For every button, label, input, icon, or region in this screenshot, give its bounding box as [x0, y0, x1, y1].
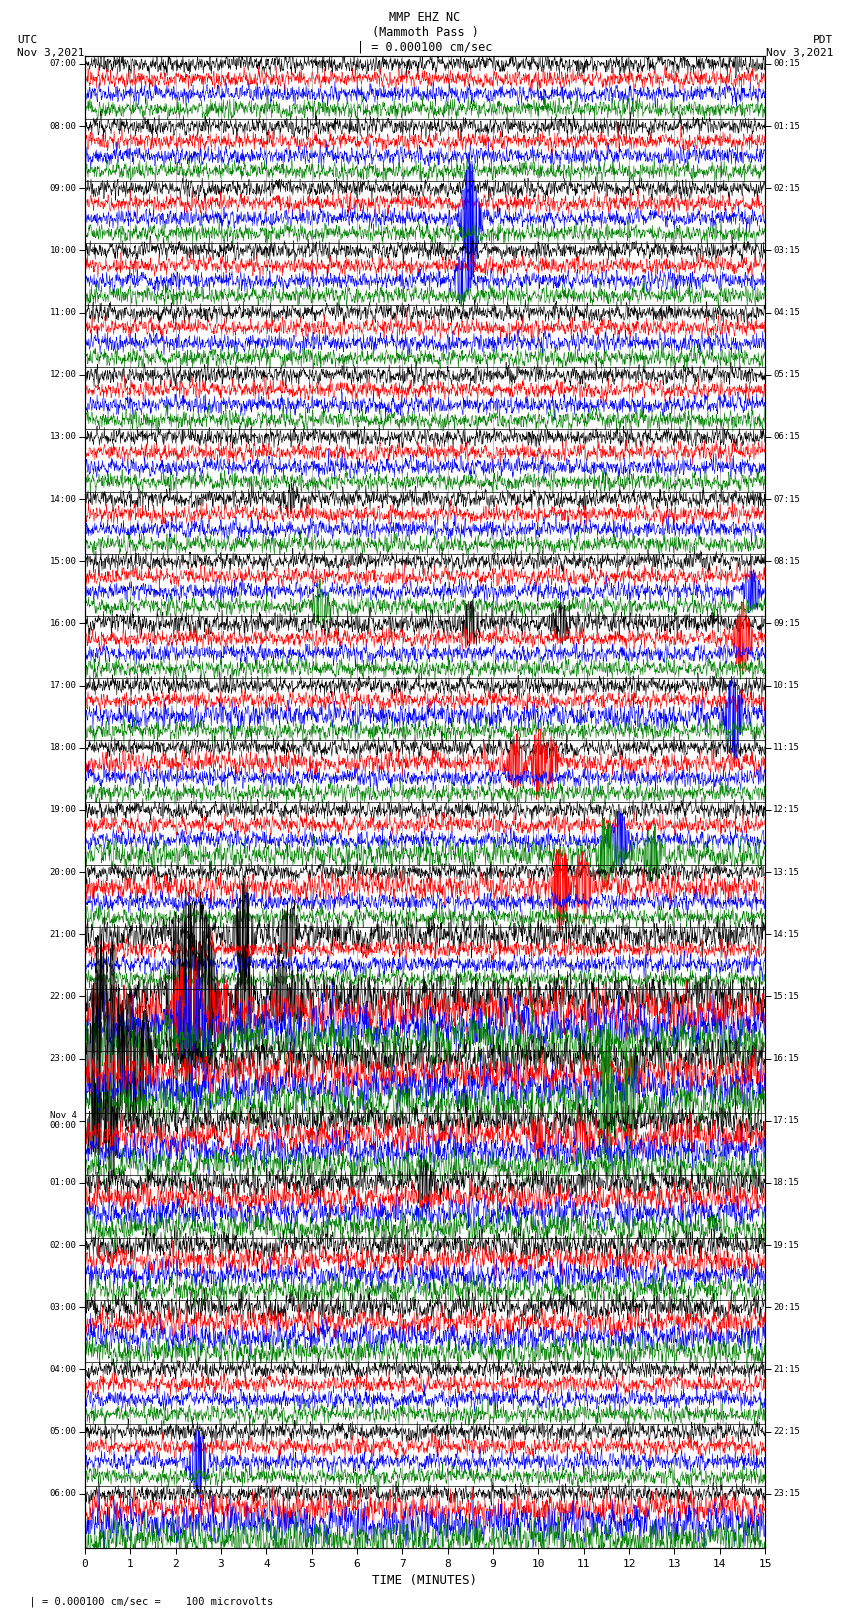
Text: Nov 3,2021: Nov 3,2021: [766, 48, 833, 58]
X-axis label: TIME (MINUTES): TIME (MINUTES): [372, 1574, 478, 1587]
Text: Nov 3,2021: Nov 3,2021: [17, 48, 84, 58]
Title: MMP EHZ NC
(Mammoth Pass )
| = 0.000100 cm/sec: MMP EHZ NC (Mammoth Pass ) | = 0.000100 …: [357, 11, 493, 53]
Text: UTC: UTC: [17, 35, 37, 45]
Text: | = 0.000100 cm/sec =    100 microvolts: | = 0.000100 cm/sec = 100 microvolts: [17, 1595, 273, 1607]
Text: PDT: PDT: [813, 35, 833, 45]
